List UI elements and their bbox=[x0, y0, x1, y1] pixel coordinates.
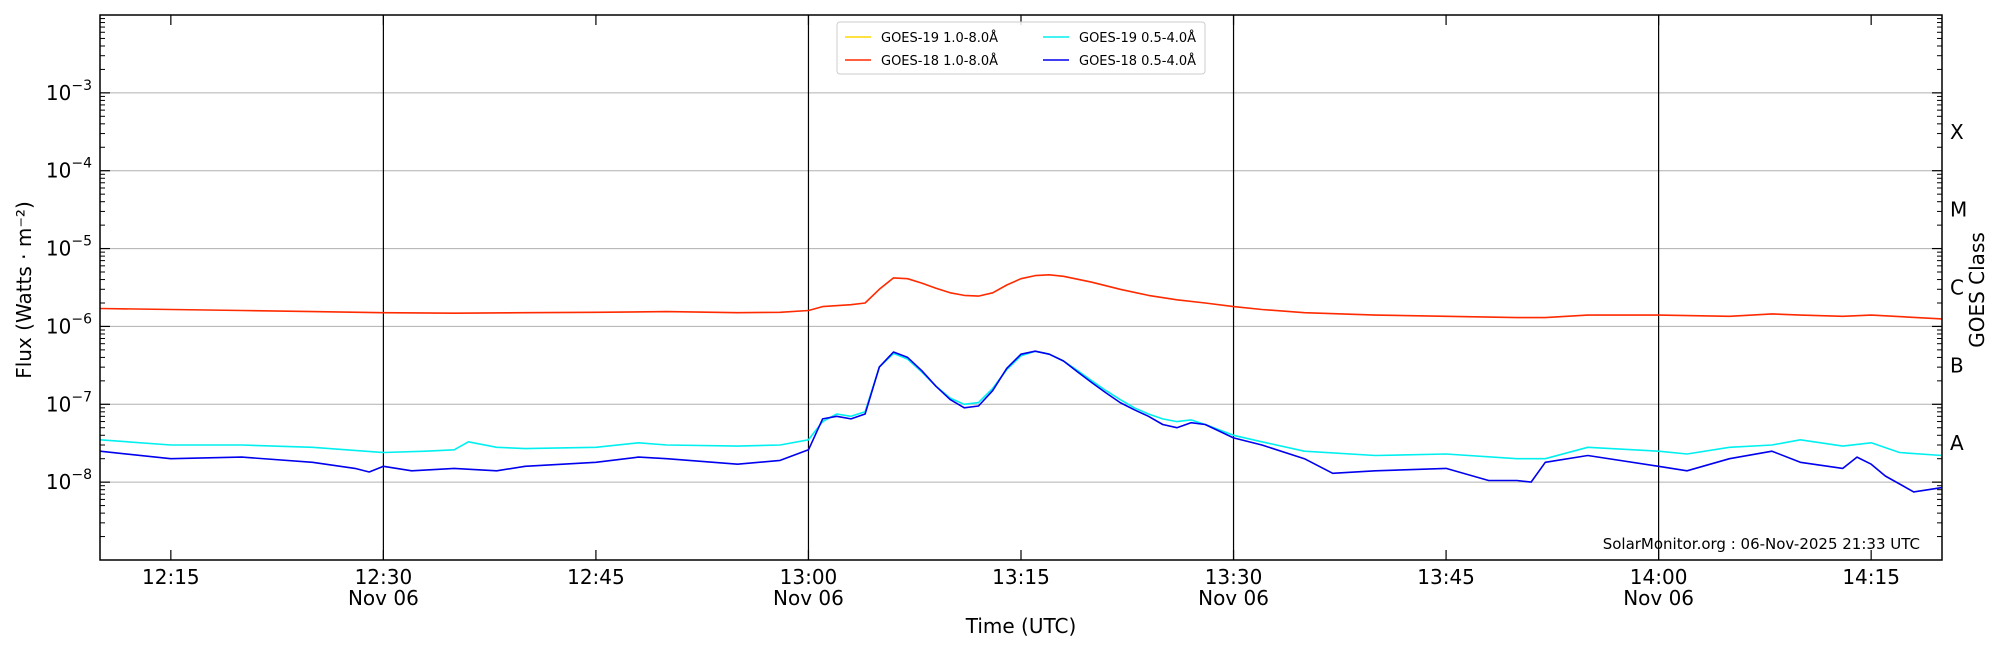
x-tick-label: 13:45 bbox=[1417, 565, 1475, 589]
series-line bbox=[99, 273, 1943, 320]
goes-class-labels: A B C M X bbox=[1950, 120, 1967, 455]
x-tick-label: 13:15 bbox=[992, 565, 1050, 589]
x-tick-label: 14:15 bbox=[1842, 565, 1900, 589]
x-tick-date-label: Nov 06 bbox=[773, 586, 844, 610]
y-axis-title: Flux (Watts · m⁻²) bbox=[12, 201, 36, 379]
goes-class-label: M bbox=[1950, 198, 1967, 222]
x-tick-label: 12:30 bbox=[355, 565, 413, 589]
y-tick-label: 10−6 bbox=[46, 311, 92, 338]
x-tick-label: 13:00 bbox=[780, 565, 838, 589]
legend: GOES-19 1.0-8.0Å GOES-18 1.0-8.0Å GOES-1… bbox=[836, 21, 1206, 75]
legend-label-goes18-long: GOES-18 1.0-8.0Å bbox=[881, 53, 998, 69]
x-tick-label: 12:15 bbox=[142, 565, 200, 589]
series-lines bbox=[99, 273, 1943, 493]
series-line bbox=[99, 350, 1943, 493]
x-tick-label: 14:00 bbox=[1630, 565, 1688, 589]
series-line bbox=[99, 350, 1943, 460]
x-tick-label: 12:45 bbox=[567, 565, 625, 589]
vertical-time-lines bbox=[382, 15, 1660, 560]
goes-class-label: C bbox=[1950, 276, 1964, 300]
plot-frame bbox=[99, 14, 1943, 561]
x-tick-date-label: Nov 06 bbox=[1198, 586, 1269, 610]
x-axis-title: Time (UTC) bbox=[965, 614, 1077, 638]
goes-class-label: B bbox=[1950, 353, 1964, 377]
legend-label-goes19-short: GOES-19 0.5-4.0Å bbox=[1079, 30, 1196, 46]
legend-label-goes18-short: GOES-18 0.5-4.0Å bbox=[1079, 53, 1196, 69]
goes-class-label: A bbox=[1950, 431, 1964, 455]
legend-label-goes19-long: GOES-19 1.0-8.0Å bbox=[881, 30, 998, 46]
goes-class-label: X bbox=[1950, 120, 1964, 144]
y-tick-label: 10−3 bbox=[46, 78, 92, 105]
y2-axis-title: GOES Class bbox=[1965, 232, 1989, 348]
axis-ticks bbox=[100, 15, 1942, 560]
y-tick-label: 10−7 bbox=[46, 389, 92, 416]
y-tick-labels: 10−8 10−7 10−6 10−5 10−4 10−3 bbox=[46, 78, 92, 494]
x-tick-label: 13:30 bbox=[1205, 565, 1263, 589]
footer-credit: SolarMonitor.org : 06-Nov-2025 21:33 UTC bbox=[1603, 535, 1920, 553]
y-tick-label: 10−8 bbox=[46, 467, 92, 494]
x-tick-date-label: Nov 06 bbox=[348, 586, 419, 610]
y-tick-label: 10−4 bbox=[46, 156, 92, 183]
y-tick-label: 10−5 bbox=[46, 234, 92, 261]
horizontal-gridlines bbox=[100, 92, 1942, 483]
x-tick-date-label: Nov 06 bbox=[1623, 586, 1694, 610]
legend-box bbox=[836, 21, 1206, 75]
